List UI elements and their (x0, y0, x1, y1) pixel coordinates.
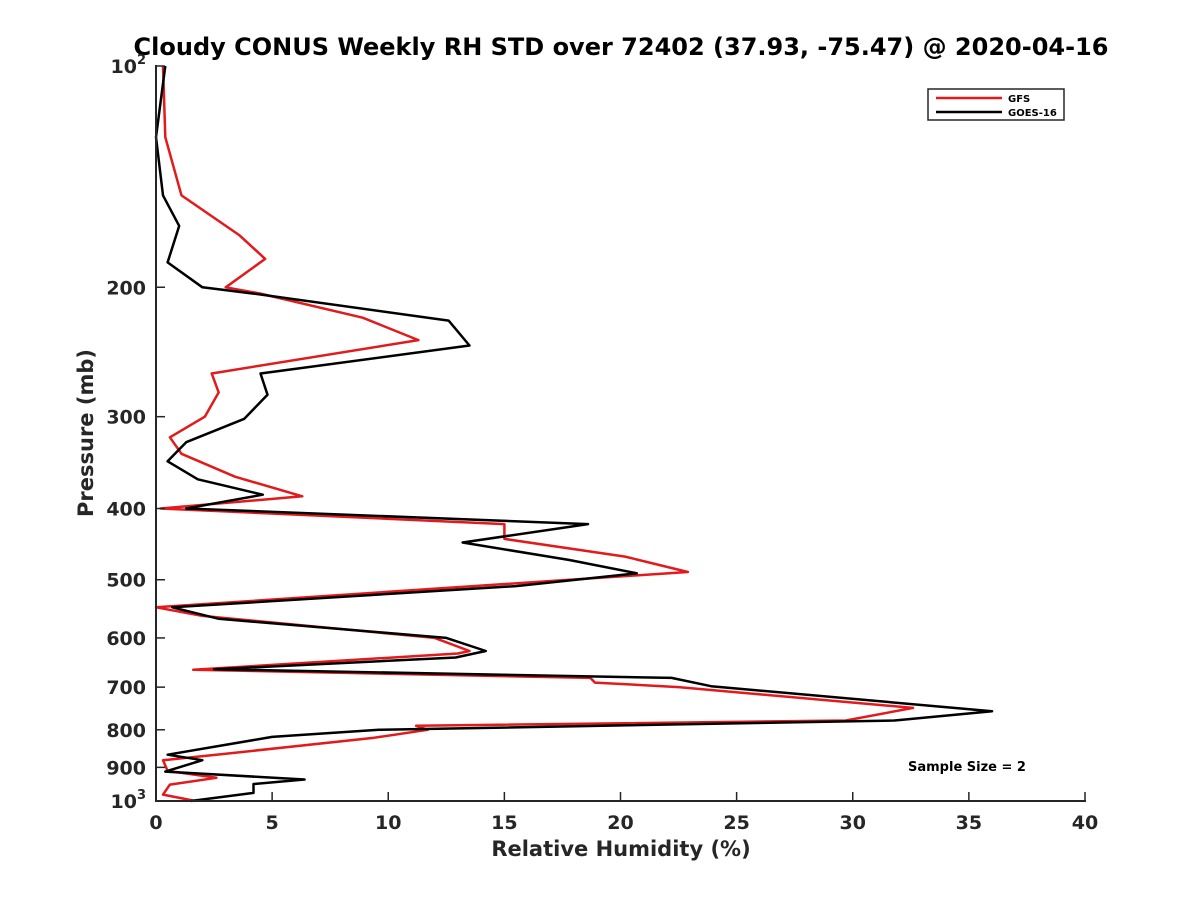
x-tick-label: 35 (956, 812, 982, 834)
chart-title: Cloudy CONUS Weekly RH STD over 72402 (3… (134, 33, 1109, 61)
sample-size-annotation: Sample Size = 2 (908, 760, 1026, 775)
x-tick-label: 25 (723, 812, 749, 834)
y-tick-label: 400 (106, 499, 146, 521)
x-tick-label: 10 (375, 812, 401, 834)
y-axis-label: Pressure (mb) (74, 349, 98, 517)
y-tick-label: 300 (106, 407, 146, 429)
legend-label: GOES-16 (1008, 108, 1057, 119)
x-axis-ticks: 0 5 10 15 20 25 30 35 40 (149, 792, 1098, 834)
series-lines (154, 65, 994, 803)
x-tick-label: 15 (491, 812, 517, 834)
y-tick-label: 103 (111, 788, 147, 813)
y-tick-label: 200 (106, 277, 146, 299)
y-tick-label: 700 (106, 677, 146, 699)
y-tick-label: 900 (106, 757, 146, 779)
x-tick-label: 20 (607, 812, 633, 834)
y-tick-label: 500 (106, 570, 146, 592)
axes (155, 65, 1086, 802)
series-line-goes-16 (154, 65, 994, 803)
legend-box (927, 88, 1065, 121)
x-tick-label: 40 (1072, 812, 1098, 834)
x-tick-label: 0 (149, 812, 162, 834)
series-line-gfs (154, 65, 915, 803)
x-axis-label: Relative Humidity (%) (491, 837, 750, 861)
y-axis-ticks: 102 200 300 400 500 600 700 800 900 103 (106, 53, 165, 813)
y-tick-label: 800 (106, 720, 146, 742)
y-tick-label: 600 (106, 628, 146, 650)
y-tick-label: 102 (111, 53, 147, 78)
x-tick-label: 30 (840, 812, 866, 834)
legend: GFS GOES-16 (927, 88, 1065, 121)
x-tick-label: 5 (266, 812, 279, 834)
legend-label: GFS (1008, 94, 1030, 105)
